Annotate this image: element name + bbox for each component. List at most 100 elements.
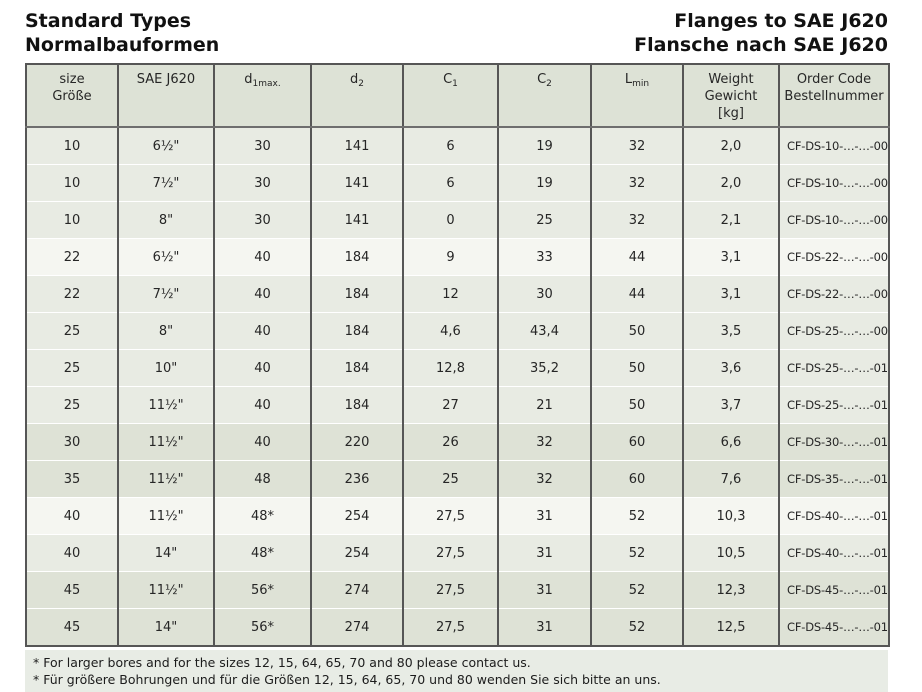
value-cell: 12,8 <box>402 349 499 387</box>
value-cell: 19 <box>497 164 592 202</box>
value-cell: 12 <box>402 275 499 313</box>
value-cell: 48* <box>213 497 312 535</box>
value-cell: 2,0 <box>682 164 780 202</box>
value-cell: 6,6 <box>682 423 780 461</box>
value-cell: 52 <box>590 534 684 572</box>
value-cell: 30 <box>25 423 119 461</box>
value-cell: 40 <box>25 534 119 572</box>
value-cell: 12,3 <box>682 571 780 609</box>
value-cell: 31 <box>497 497 592 535</box>
footnote-en: * For larger bores and for the sizes 12,… <box>33 655 531 670</box>
value-cell: 3,7 <box>682 386 780 424</box>
table-row: 22 6½" 40 184 9 33 44 3,1 CF-DS-22-…-…-006 <box>25 238 890 276</box>
footnote-de: * Für größere Bohrungen und für die Größ… <box>33 672 661 687</box>
order-code-cell: CF-DS-25-…-…-008 <box>778 312 890 350</box>
value-cell: 236 <box>310 460 404 498</box>
column-header-1: SAE J620 <box>117 64 215 128</box>
page-title-left-line1: Standard Types <box>25 10 192 32</box>
value-cell: 27,5 <box>402 608 499 646</box>
value-cell: 50 <box>590 349 684 387</box>
table-row: 22 7½" 40 184 12 30 44 3,1 CF-DS-22-…-…-007 <box>25 275 890 313</box>
value-cell: 25 <box>25 349 119 387</box>
value-cell: 32 <box>497 460 592 498</box>
value-cell: 60 <box>590 460 684 498</box>
column-header-3: d2 <box>310 64 404 128</box>
value-cell: 52 <box>590 497 684 535</box>
value-cell: 60 <box>590 423 684 461</box>
value-cell: 45 <box>25 571 119 609</box>
value-cell: 14" <box>117 608 215 646</box>
column-header-5: C2 <box>497 64 592 128</box>
column-header-6: Lmin <box>590 64 684 128</box>
column-header-2: d1max. <box>213 64 312 128</box>
value-cell: 14" <box>117 534 215 572</box>
order-code-cell: CF-DS-25-…-…-010 <box>778 349 890 387</box>
value-cell: 26 <box>402 423 499 461</box>
value-cell: 56* <box>213 608 312 646</box>
value-cell: 35,2 <box>497 349 592 387</box>
value-cell: 4,6 <box>402 312 499 350</box>
order-code-cell: CF-DS-45-…-…-011 <box>778 571 890 609</box>
value-cell: 32 <box>590 164 684 202</box>
datasheet-page: Standard Types Normalbauformen Flanges t… <box>25 9 890 692</box>
value-cell: 27,5 <box>402 534 499 572</box>
flange-spec-table: size Größe SAE J620 d1max. d2 C1 C2 Lmin Weight G… <box>25 63 890 647</box>
value-cell: 184 <box>310 386 404 424</box>
page-title-right: Flanges to SAE J620 Flansche nach SAE J6… <box>634 9 888 57</box>
value-cell: 32 <box>590 201 684 239</box>
value-cell: 6 <box>402 127 499 165</box>
value-cell: 40 <box>213 238 312 276</box>
value-cell: 52 <box>590 608 684 646</box>
table-row: 10 7½" 30 141 6 19 32 2,0 CF-DS-10-…-…-007 <box>25 164 890 202</box>
value-cell: 2,1 <box>682 201 780 239</box>
value-cell: 19 <box>497 127 592 165</box>
value-cell: 2,0 <box>682 127 780 165</box>
table-row: 40 11½" 48* 254 27,5 31 52 10,3 CF-DS-40-…-…-011 <box>25 497 890 535</box>
value-cell: 50 <box>590 386 684 424</box>
value-cell: 3,1 <box>682 238 780 276</box>
table-row: 10 6½" 30 141 6 19 32 2,0 CF-DS-10-…-…-006 <box>25 127 890 165</box>
table-row: 25 8" 40 184 4,6 43,4 50 3,5 CF-DS-25-…-…-008 <box>25 312 890 350</box>
page-title-left-line2: Normalbauformen <box>25 34 220 56</box>
value-cell: 3,6 <box>682 349 780 387</box>
value-cell: 141 <box>310 127 404 165</box>
value-cell: 10 <box>25 127 119 165</box>
value-cell: 8" <box>117 201 215 239</box>
value-cell: 33 <box>497 238 592 276</box>
order-code-cell: CF-DS-10-…-…-008 <box>778 201 890 239</box>
table-header-row: size Größe SAE J620 d1max. d2 C1 C2 Lmin Weight G… <box>25 64 890 128</box>
footnotes: * For larger bores and for the sizes 12,… <box>25 650 888 692</box>
order-code-cell: CF-DS-45-…-…-014 <box>778 608 890 646</box>
value-cell: 184 <box>310 238 404 276</box>
order-code-cell: CF-DS-40-…-…-014 <box>778 534 890 572</box>
value-cell: 184 <box>310 275 404 313</box>
value-cell: 6 <box>402 164 499 202</box>
value-cell: 10 <box>25 164 119 202</box>
value-cell: 35 <box>25 460 119 498</box>
value-cell: 32 <box>497 423 592 461</box>
value-cell: 6½" <box>117 238 215 276</box>
value-cell: 274 <box>310 571 404 609</box>
value-cell: 50 <box>590 312 684 350</box>
value-cell: 32 <box>590 127 684 165</box>
value-cell: 10 <box>25 201 119 239</box>
value-cell: 184 <box>310 312 404 350</box>
value-cell: 184 <box>310 349 404 387</box>
page-title-right-line2: Flansche nach SAE J620 <box>634 34 888 56</box>
table-row: 25 10" 40 184 12,8 35,2 50 3,6 CF-DS-25-…-…-010 <box>25 349 890 387</box>
column-header-4: C1 <box>402 64 499 128</box>
table-row: 10 8" 30 141 0 25 32 2,1 CF-DS-10-…-…-008 <box>25 201 890 239</box>
value-cell: 30 <box>213 164 312 202</box>
value-cell: 3,1 <box>682 275 780 313</box>
value-cell: 40 <box>213 423 312 461</box>
value-cell: 25 <box>402 460 499 498</box>
value-cell: 220 <box>310 423 404 461</box>
value-cell: 10,3 <box>682 497 780 535</box>
value-cell: 56* <box>213 571 312 609</box>
value-cell: 9 <box>402 238 499 276</box>
page-title-left: Standard Types Normalbauformen <box>25 9 219 57</box>
table-row: 35 11½" 48 236 25 32 60 7,6 CF-DS-35-…-…-011 <box>25 460 890 498</box>
table-row: 45 14" 56* 274 27,5 31 52 12,5 CF-DS-45-…-…-014 <box>25 608 890 646</box>
value-cell: 22 <box>25 275 119 313</box>
value-cell: 27,5 <box>402 571 499 609</box>
